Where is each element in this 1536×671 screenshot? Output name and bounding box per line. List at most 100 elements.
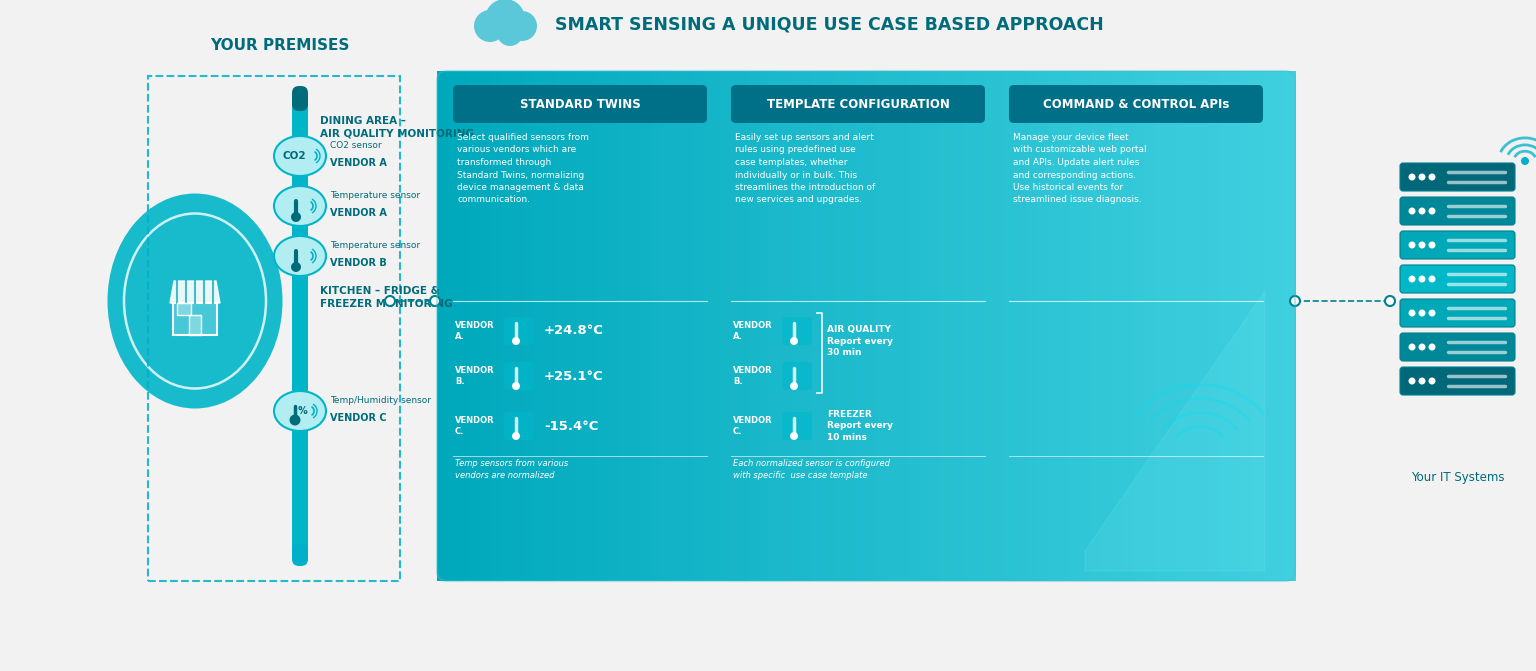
Bar: [533, 71, 545, 581]
Bar: [856, 71, 866, 581]
Circle shape: [1419, 207, 1425, 215]
Bar: [1209, 71, 1221, 581]
Circle shape: [1419, 378, 1425, 384]
Text: YOUR PREMISES: YOUR PREMISES: [210, 38, 350, 54]
Bar: [447, 71, 459, 581]
Text: DINING AREA –
AIR QUALITY MONITORING: DINING AREA – AIR QUALITY MONITORING: [319, 116, 475, 139]
Circle shape: [1409, 344, 1416, 350]
Bar: [737, 71, 750, 581]
Text: -15.4°C: -15.4°C: [544, 419, 599, 433]
FancyBboxPatch shape: [731, 85, 985, 123]
Circle shape: [1419, 309, 1425, 317]
Bar: [1273, 71, 1286, 581]
Bar: [619, 71, 631, 581]
Circle shape: [475, 10, 505, 42]
Text: VENDOR A: VENDOR A: [330, 208, 387, 218]
Text: Temp/Humidity sensor: Temp/Humidity sensor: [330, 396, 432, 405]
FancyBboxPatch shape: [453, 85, 707, 123]
Bar: [468, 71, 481, 581]
Bar: [963, 71, 974, 581]
Bar: [791, 71, 803, 581]
Circle shape: [430, 296, 439, 306]
Bar: [705, 71, 717, 581]
Text: Manage your device fleet
with customizable web portal
and APIs. Update alert rul: Manage your device fleet with customizab…: [1014, 133, 1147, 205]
Bar: [189, 315, 201, 335]
Bar: [174, 303, 217, 335]
Circle shape: [1419, 174, 1425, 180]
FancyBboxPatch shape: [1399, 265, 1514, 293]
FancyBboxPatch shape: [504, 317, 535, 345]
Bar: [748, 71, 760, 581]
Bar: [490, 71, 502, 581]
Bar: [1134, 71, 1146, 581]
Circle shape: [1385, 296, 1395, 306]
Circle shape: [290, 212, 301, 222]
Bar: [1155, 71, 1167, 581]
Circle shape: [790, 432, 799, 440]
Bar: [780, 71, 793, 581]
Bar: [759, 71, 771, 581]
Bar: [1241, 71, 1253, 581]
Bar: [1038, 71, 1049, 581]
Bar: [802, 71, 814, 581]
Bar: [845, 71, 856, 581]
Bar: [458, 71, 470, 581]
Bar: [1058, 71, 1071, 581]
Text: FREEZER
Report every
10 mins: FREEZER Report every 10 mins: [826, 410, 892, 442]
Text: +25.1°C: +25.1°C: [544, 370, 604, 382]
Bar: [877, 71, 888, 581]
Bar: [1049, 71, 1060, 581]
Circle shape: [1409, 207, 1416, 215]
Text: KITCHEN – FRIDGE &
FREEZER MONITORING: KITCHEN – FRIDGE & FREEZER MONITORING: [319, 286, 453, 309]
Bar: [888, 71, 899, 581]
FancyBboxPatch shape: [1009, 85, 1263, 123]
Bar: [147, 76, 399, 581]
Ellipse shape: [273, 186, 326, 226]
Circle shape: [1409, 378, 1416, 384]
Circle shape: [1409, 174, 1416, 180]
Circle shape: [290, 262, 301, 272]
Text: Temperature sensor: Temperature sensor: [330, 191, 421, 200]
Bar: [931, 71, 942, 581]
Bar: [1006, 71, 1017, 581]
Ellipse shape: [273, 391, 326, 431]
Circle shape: [1428, 242, 1436, 248]
Text: TEMPLATE CONFIGURATION: TEMPLATE CONFIGURATION: [766, 97, 949, 111]
Ellipse shape: [108, 193, 283, 409]
Bar: [1091, 71, 1103, 581]
Bar: [813, 71, 825, 581]
FancyBboxPatch shape: [504, 362, 535, 390]
Bar: [909, 71, 920, 581]
Circle shape: [386, 296, 395, 306]
Circle shape: [1419, 344, 1425, 350]
Bar: [1284, 71, 1296, 581]
Text: %: %: [298, 406, 307, 416]
Text: Select qualified sensors from
various vendors which are
transformed through
Stan: Select qualified sensors from various ve…: [458, 133, 588, 205]
Bar: [1220, 71, 1232, 581]
Bar: [823, 71, 836, 581]
Bar: [727, 71, 739, 581]
Text: STANDARD TWINS: STANDARD TWINS: [519, 97, 641, 111]
Text: VENDOR A: VENDOR A: [330, 158, 387, 168]
Text: SMART SENSING A UNIQUE USE CASE BASED APPROACH: SMART SENSING A UNIQUE USE CASE BASED AP…: [554, 15, 1104, 33]
Text: VENDOR
C.: VENDOR C.: [733, 416, 773, 435]
Circle shape: [1521, 157, 1528, 165]
Bar: [899, 71, 909, 581]
Text: VENDOR
B.: VENDOR B.: [455, 366, 495, 386]
Circle shape: [511, 432, 521, 440]
Bar: [684, 71, 696, 581]
Bar: [544, 71, 556, 581]
Bar: [576, 71, 588, 581]
Bar: [189, 315, 201, 335]
FancyBboxPatch shape: [292, 86, 309, 111]
Text: Each normalized sensor is configured
with specific  use case template: Each normalized sensor is configured wit…: [733, 459, 889, 480]
Bar: [177, 303, 190, 315]
Bar: [673, 71, 685, 581]
FancyBboxPatch shape: [782, 317, 813, 345]
Bar: [478, 18, 535, 33]
Text: VENDOR
B.: VENDOR B.: [733, 366, 773, 386]
Circle shape: [1419, 242, 1425, 248]
Text: +24.8°C: +24.8°C: [544, 325, 604, 338]
Circle shape: [1428, 378, 1436, 384]
Bar: [985, 71, 995, 581]
